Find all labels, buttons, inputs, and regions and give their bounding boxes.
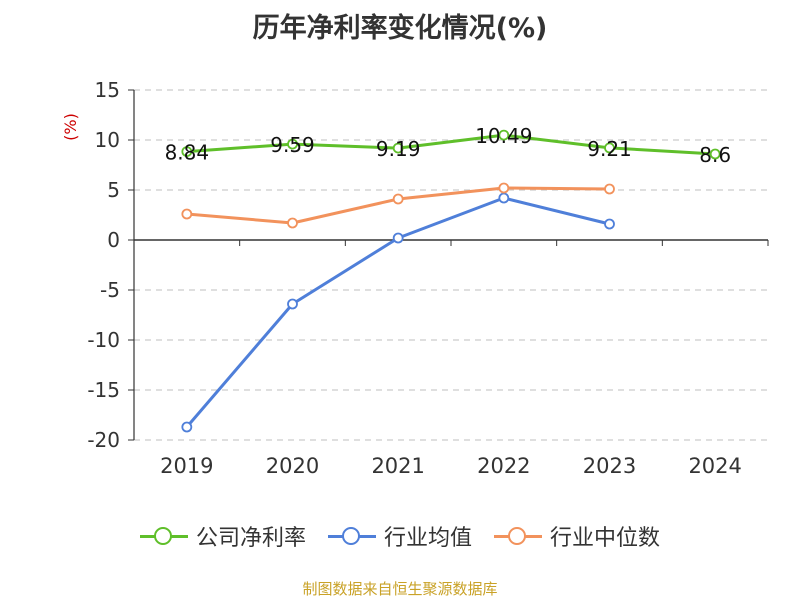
legend: 公司净利率 行业均值 行业中位数 [0,520,800,552]
data-label: 9.21 [587,137,632,161]
data-label: 9.19 [376,137,421,161]
y-tick-label: -20 [87,428,120,452]
data-point [498,192,510,204]
legend-industry-avg-label: 行业均值 [383,526,472,551]
y-axis-label: (%) [61,113,80,141]
data-point [709,148,721,160]
data-label: 8.6 [699,143,731,167]
data-point [604,183,615,195]
legend-industry-median-marker [494,526,542,546]
x-tick-label: 2021 [371,454,424,478]
data-point [604,218,615,230]
data-point [392,142,404,154]
x-tick-label: 2024 [688,454,741,478]
data-label: 9.59 [270,133,315,157]
data-point [287,138,298,150]
legend-industry-avg-marker [327,526,376,546]
x-tick-label: 2022 [477,454,530,478]
x-tick-label: 2023 [583,454,636,478]
y-tick-label: -15 [87,378,120,402]
data-point [181,208,193,220]
data-point [287,217,298,229]
data-point [181,146,193,158]
series-line-0 [186,133,716,156]
data-point [604,142,615,154]
legend-item-industry-avg[interactable]: 行业均值 [327,520,472,552]
legend-company-label: 公司净利率 [195,526,306,551]
y-tick-label: -5 [100,278,120,302]
data-label: 10.49 [475,124,532,148]
legend-item-company[interactable]: 公司净利率 [139,520,306,552]
legend-company-marker [139,526,188,546]
data-point [392,232,404,244]
x-tick-label: 2019 [160,454,213,478]
y-tick-label: 15 [95,78,120,102]
y-tick-label: 0 [107,228,120,252]
chart-title: 历年净利率变化情况(%) [252,13,548,44]
data-point [181,421,193,433]
y-tick-label: 10 [95,128,120,152]
y-tick-label: -10 [87,328,120,352]
data-label: 8.84 [165,141,210,165]
y-tick-label: 5 [107,178,120,202]
data-point [392,193,404,205]
legend-industry-median-label: 行业中位数 [550,526,661,551]
x-tick-label: 2020 [266,454,319,478]
legend-item-industry-median[interactable]: 行业中位数 [494,520,660,552]
data-point [498,129,510,141]
series-line-1 [185,196,610,428]
data-point [287,298,298,310]
data-point [498,182,510,194]
source-note: 制图数据来自恒生聚源数据库 [302,580,498,598]
series-line-2 [186,186,610,225]
